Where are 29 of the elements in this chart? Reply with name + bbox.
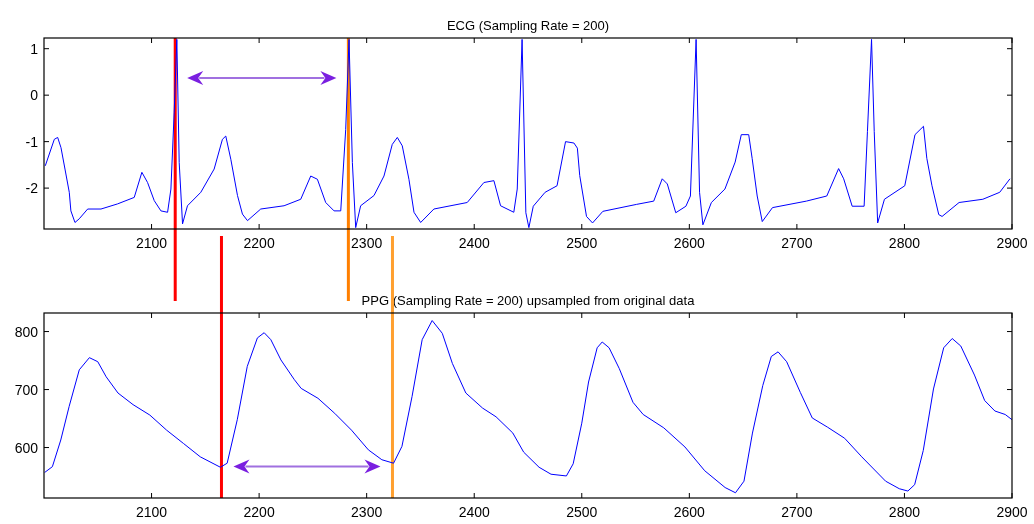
line-series [44, 38, 1011, 229]
x-tick-label: 2800 [888, 504, 921, 520]
x-tick-label: 2900 [996, 504, 1028, 520]
chart-title: PPG (Sampling Rate = 200) upsampled from original data [361, 293, 696, 308]
y-tick-label: 0 [30, 87, 39, 104]
x-tick-label: 2800 [888, 235, 921, 251]
x-tick-label: 2400 [458, 504, 490, 520]
x-tick-label: 2100 [135, 504, 168, 520]
line-series [44, 320, 1012, 494]
x-tick-label: 2700 [781, 504, 813, 520]
x-tick-label: 2300 [351, 235, 383, 251]
chart-title: ECG (Sampling Rate = 200) [446, 18, 610, 33]
x-tick-label: 2100 [135, 235, 168, 251]
x-tick-label: 2500 [566, 235, 598, 251]
y-tick-label: -1 [25, 133, 39, 150]
x-tick-label: 2200 [243, 235, 275, 251]
x-tick-label: 2600 [673, 504, 706, 520]
y-tick-label: 800 [14, 323, 39, 340]
x-tick-label: 2500 [566, 504, 598, 520]
y-tick-label: 1 [30, 40, 39, 57]
y-tick-label: -2 [25, 180, 39, 197]
y-tick-label: 700 [14, 381, 39, 398]
x-tick-label: 2300 [351, 504, 383, 520]
x-tick-label: 2700 [781, 235, 813, 251]
x-tick-label: 2900 [996, 235, 1028, 251]
x-tick-label: 2400 [458, 235, 490, 251]
x-tick-label: 2600 [673, 235, 706, 251]
x-tick-label: 2200 [243, 504, 275, 520]
y-tick-label: 600 [14, 439, 39, 456]
